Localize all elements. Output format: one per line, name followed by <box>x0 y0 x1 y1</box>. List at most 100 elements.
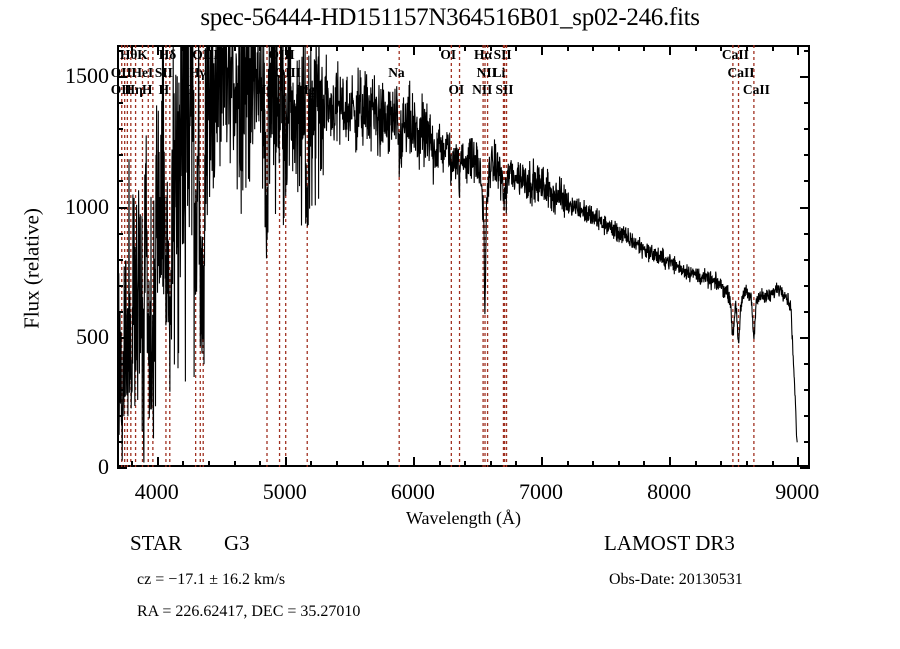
x-tick-top <box>361 45 364 51</box>
redshift-velocity: cz = −17.1 ± 16.2 km/s <box>137 571 286 588</box>
x-tick <box>566 461 569 467</box>
x-tick-top <box>720 45 723 51</box>
spectral-line-label: Hθ <box>119 47 138 62</box>
x-tick <box>207 461 210 467</box>
spectral-line-label: Hη <box>124 82 143 97</box>
x-tick-top <box>617 45 620 51</box>
spectral-line-label: OIII <box>268 47 295 62</box>
y-tick-right <box>804 50 810 53</box>
x-tick <box>259 461 262 467</box>
x-tick-label: 7000 <box>518 479 563 504</box>
y-tick-label: 1000 <box>65 193 109 219</box>
x-tick-top <box>207 45 210 51</box>
spectrum-trace <box>117 45 798 463</box>
spectral-line-label: Hδ <box>158 47 177 62</box>
spectral-line-label: OII <box>110 65 132 80</box>
y-tick <box>117 336 127 339</box>
x-tick <box>540 457 543 467</box>
y-tick-right <box>804 310 810 313</box>
y-tick <box>117 180 123 183</box>
coordinates: RA = 226.62417, DEC = 35.27010 <box>137 603 361 620</box>
y-tick <box>117 310 123 313</box>
survey-name: LAMOST DR3 <box>604 531 735 555</box>
spectral-line-label: Li <box>492 65 506 80</box>
x-tick-top <box>540 45 543 55</box>
y-tick-right <box>800 336 810 339</box>
x-tick-top <box>438 45 441 51</box>
x-tick <box>156 457 159 467</box>
x-tick-top <box>643 45 646 51</box>
spectral-line-label: CaII <box>721 47 749 62</box>
x-tick-top <box>592 45 595 51</box>
x-tick <box>412 457 415 467</box>
spectral-line-label: CaII <box>742 82 770 97</box>
y-tick <box>117 258 123 261</box>
x-tick-top <box>694 45 697 51</box>
y-tick-right <box>804 284 810 287</box>
x-tick <box>669 457 672 467</box>
object-subclass: G3 <box>224 531 250 555</box>
y-tick-right <box>804 388 810 391</box>
y-tick <box>117 76 127 79</box>
spectral-line-label: HeI <box>131 65 154 80</box>
x-tick <box>131 461 134 467</box>
y-tick-right <box>804 102 810 105</box>
spectral-line-label: Mg <box>296 82 316 97</box>
y-tick <box>117 102 123 105</box>
x-tick <box>233 461 236 467</box>
x-tick <box>489 461 492 467</box>
y-axis-title: Flux (relative) <box>19 208 44 329</box>
x-tick-top <box>284 45 287 55</box>
x-tick-top <box>669 45 672 55</box>
x-tick <box>438 461 441 467</box>
x-tick <box>720 461 723 467</box>
y-tick <box>117 388 123 391</box>
x-tick-top <box>797 45 800 55</box>
spectral-line-label: H <box>141 82 153 97</box>
x-tick <box>745 461 748 467</box>
x-tick-top <box>182 45 185 51</box>
x-tick <box>771 461 774 467</box>
x-tick-top <box>310 45 313 51</box>
y-tick-right <box>800 467 810 469</box>
x-tick <box>515 461 518 467</box>
y-tick-right <box>804 440 810 443</box>
x-tick-top <box>489 45 492 51</box>
spectral-line-label: NII <box>476 65 497 80</box>
x-tick <box>361 461 364 467</box>
x-tick <box>643 461 646 467</box>
x-tick-label: 8000 <box>647 479 692 504</box>
x-tick-top <box>464 45 467 51</box>
x-tick <box>617 461 620 467</box>
x-tick-label: 4000 <box>134 479 179 504</box>
x-tick-label: 5000 <box>262 479 307 504</box>
y-tick <box>117 440 123 443</box>
plot-frame <box>117 45 810 467</box>
y-tick-label: 0 <box>98 454 109 479</box>
x-tick <box>592 461 595 467</box>
y-tick <box>117 414 123 417</box>
x-tick-top <box>233 45 236 51</box>
page-title: spec-56444-HD151157N364516B01_sp02-246.f… <box>200 4 700 31</box>
x-tick <box>387 461 390 467</box>
y-tick <box>117 232 123 235</box>
spectral-line-label: Hα <box>474 47 493 62</box>
spectrum-plot <box>117 45 798 467</box>
x-tick-top <box>515 45 518 51</box>
spectral-line-label: G <box>184 82 196 97</box>
y-tick-right <box>804 180 810 183</box>
x-tick-top <box>745 45 748 51</box>
y-tick-label: 1500 <box>65 63 109 89</box>
spectral-line-label: OIII <box>274 65 301 80</box>
x-tick-top <box>566 45 569 51</box>
x-tick <box>464 461 467 467</box>
y-tick-label: 500 <box>76 323 109 349</box>
x-tick <box>310 461 313 467</box>
y-tick <box>117 128 123 131</box>
y-tick <box>117 50 123 53</box>
x-tick <box>284 457 287 467</box>
x-tick-top <box>412 45 415 55</box>
x-axis-title: Wavelength (Å) <box>405 508 521 528</box>
spectral-line-label: K <box>137 47 148 62</box>
